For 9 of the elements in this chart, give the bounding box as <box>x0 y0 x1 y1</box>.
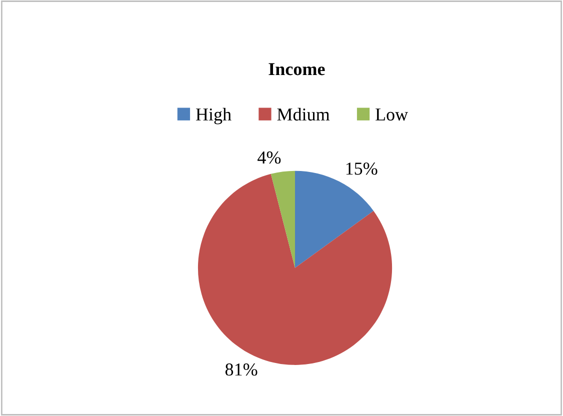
data-label: 81% <box>225 363 258 376</box>
pie-slice <box>198 174 392 365</box>
legend-label: Low <box>376 108 408 121</box>
pie-slice <box>270 170 296 268</box>
legend-label: Mdium <box>277 108 330 121</box>
legend-label: High <box>196 108 232 124</box>
chart-title: Income <box>268 63 325 76</box>
data-label: 4% <box>258 151 281 164</box>
data-label: 15% <box>346 162 378 175</box>
